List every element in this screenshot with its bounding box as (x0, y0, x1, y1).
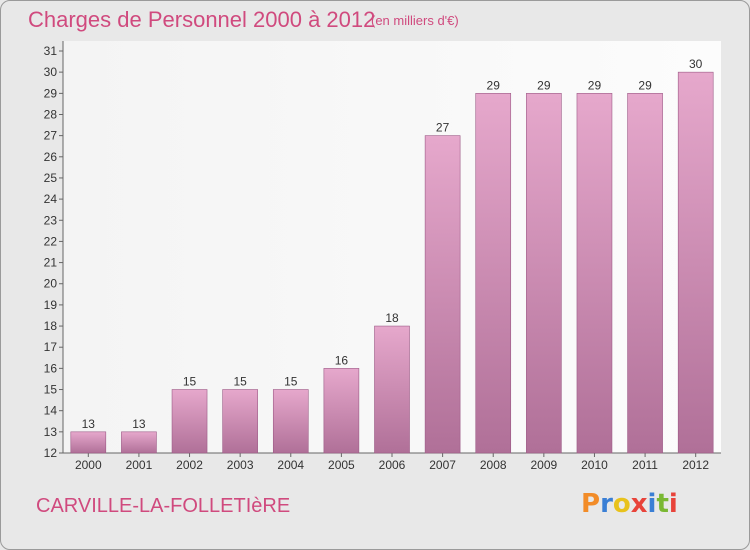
y-tick-label: 27 (44, 129, 58, 143)
logo-letter: i (647, 489, 657, 519)
y-tick-label: 14 (44, 404, 58, 418)
bar-value-label: 29 (638, 78, 652, 92)
logo-letter: i (668, 489, 678, 519)
chart-subtitle: (en milliers d'€) (371, 13, 459, 28)
bar-value-label: 13 (82, 417, 96, 431)
bar-2005 (323, 368, 360, 454)
y-tick-label: 16 (44, 361, 58, 375)
logo-letter: o (612, 489, 631, 519)
x-tick-label: 2010 (581, 458, 608, 472)
bar-2008 (475, 93, 512, 454)
proxiti-logo: Proxiti (581, 489, 678, 519)
x-tick-label: 2001 (126, 458, 153, 472)
logo-letter: P (581, 489, 601, 519)
bar-value-label: 18 (385, 311, 399, 325)
bar-value-label: 29 (537, 78, 551, 92)
x-tick-label: 2007 (429, 458, 456, 472)
bar-2000 (70, 431, 107, 454)
y-tick-label: 12 (44, 446, 58, 460)
bar-value-label: 15 (183, 375, 197, 389)
bar-2010 (576, 93, 613, 454)
y-tick-label: 31 (44, 44, 58, 58)
bar-2011 (627, 93, 663, 454)
y-tick-label: 25 (44, 171, 58, 185)
y-tick-label: 15 (44, 383, 58, 397)
y-tick-label: 30 (44, 65, 58, 79)
bar-value-label: 29 (487, 78, 501, 92)
x-tick-label: 2003 (227, 458, 254, 472)
y-tick-label: 20 (44, 277, 58, 291)
y-tick-label: 24 (44, 192, 58, 206)
bar-2006 (374, 325, 410, 454)
logo-letter: x (630, 489, 648, 519)
y-tick-label: 13 (44, 425, 58, 439)
x-tick-label: 2012 (682, 458, 709, 472)
bar-2001 (121, 431, 157, 454)
y-tick-label: 17 (44, 340, 58, 354)
bar-value-label: 27 (436, 121, 450, 135)
y-tick-label: 23 (44, 213, 58, 227)
y-tick-label: 19 (44, 298, 58, 312)
y-tick-label: 29 (44, 86, 58, 100)
place-name: CARVILLE-LA-FOLLETIèRE (36, 495, 291, 517)
bar-2009 (526, 93, 562, 454)
x-tick-label: 2008 (480, 458, 507, 472)
y-tick-label: 18 (44, 319, 58, 333)
bar-value-label: 15 (284, 375, 298, 389)
bar-2012 (677, 71, 714, 454)
x-tick-label: 2009 (530, 458, 557, 472)
x-tick-label: 2002 (176, 458, 203, 472)
bar-2002 (171, 389, 208, 454)
bar-value-label: 13 (132, 417, 146, 431)
x-tick-label: 2006 (379, 458, 406, 472)
bar-value-label: 15 (233, 375, 247, 389)
bar-value-label: 16 (335, 353, 349, 367)
bars-group: 13 13 15 15 15 16 18 27 29 29 29 29 30 (70, 57, 714, 454)
x-tick-label: 2004 (277, 458, 304, 472)
bar-2004 (272, 389, 309, 454)
x-axis: 2000 2001 2002 2003 2004 2005 2006 2007 2008 2009… (63, 452, 721, 472)
chart-title: Charges de Personnel 2000 à 2012 (28, 7, 376, 32)
bar-2003 (222, 389, 258, 454)
x-tick-label: 2011 (632, 458, 658, 472)
bar-value-label: 29 (588, 78, 602, 92)
y-tick-label: 21 (44, 256, 58, 270)
y-tick-label: 28 (44, 107, 58, 121)
bar-2007 (424, 135, 461, 454)
y-tick-label: 22 (44, 234, 58, 248)
y-axis: 12 13 14 15 16 17 18 19 20 21 22 23 24 25 26 27 28 29 30 31 (44, 41, 64, 460)
x-tick-label: 2000 (75, 458, 102, 472)
logo-letter: r (600, 489, 613, 519)
bar-value-label: 30 (689, 57, 703, 71)
x-tick-label: 2005 (328, 458, 355, 472)
y-tick-label: 26 (44, 150, 58, 164)
logo-letter: t (656, 489, 669, 519)
